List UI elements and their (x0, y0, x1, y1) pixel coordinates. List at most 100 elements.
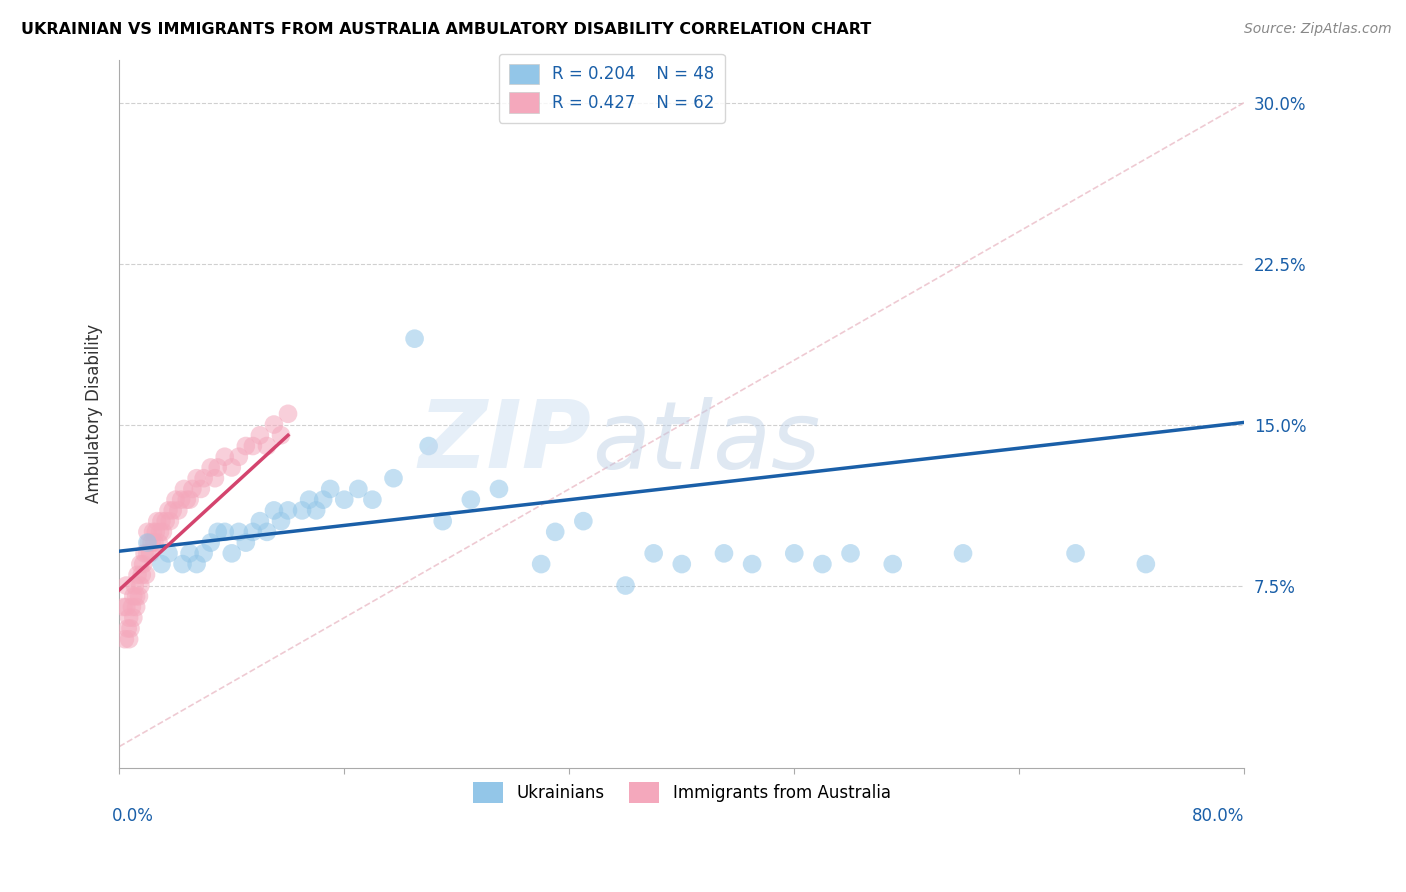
Point (839, 546, 862, 560)
Point (228, 450, 250, 464)
Point (143, 535, 166, 549)
Point (179, 546, 201, 560)
Point (291, 503, 314, 517)
Point (256, 439, 278, 453)
Point (115, 578, 138, 592)
Point (138, 535, 160, 549)
Point (214, 450, 236, 464)
Point (131, 567, 153, 582)
Point (117, 622, 139, 636)
Legend: Ukrainians, Immigrants from Australia: Ukrainians, Immigrants from Australia (467, 776, 897, 809)
Text: atlas: atlas (592, 397, 820, 488)
Point (256, 524, 278, 539)
Point (139, 546, 162, 560)
Point (207, 524, 229, 539)
Point (305, 503, 328, 517)
Point (159, 514, 181, 528)
Point (263, 503, 285, 517)
Point (172, 557, 194, 571)
Point (120, 622, 142, 636)
Point (193, 471, 215, 485)
Point (460, 492, 482, 507)
Point (270, 428, 292, 442)
Point (488, 482, 510, 496)
Point (200, 535, 222, 549)
Point (418, 439, 440, 453)
Text: Source: ZipAtlas.com: Source: ZipAtlas.com (1244, 22, 1392, 37)
Point (671, 557, 693, 571)
Point (186, 471, 208, 485)
Text: 80.0%: 80.0% (1192, 806, 1244, 825)
Point (176, 492, 198, 507)
Point (228, 524, 250, 539)
Point (221, 546, 243, 560)
Text: UKRAINIAN VS IMMIGRANTS FROM AUSTRALIA AMBULATORY DISABILITY CORRELATION CHART: UKRAINIAN VS IMMIGRANTS FROM AUSTRALIA A… (21, 22, 872, 37)
Point (125, 600, 148, 615)
Point (122, 611, 145, 625)
Point (146, 514, 169, 528)
Point (157, 503, 180, 517)
Point (614, 578, 637, 592)
Point (783, 546, 806, 560)
Point (135, 567, 157, 582)
Point (148, 535, 170, 549)
Point (952, 546, 974, 560)
Point (179, 492, 201, 507)
Point (155, 514, 177, 528)
Point (882, 557, 904, 571)
Point (221, 460, 243, 475)
Point (145, 524, 167, 539)
Point (170, 492, 193, 507)
Y-axis label: Ambulatory Disability: Ambulatory Disability (86, 325, 103, 503)
Point (242, 524, 264, 539)
Point (235, 535, 257, 549)
Point (150, 514, 173, 528)
Point (129, 578, 152, 592)
Point (186, 557, 208, 571)
Point (811, 557, 834, 571)
Point (157, 546, 180, 560)
Point (134, 546, 156, 560)
Point (167, 503, 190, 517)
Point (544, 524, 567, 539)
Point (298, 492, 321, 507)
Point (142, 524, 165, 539)
Point (124, 578, 146, 592)
Point (150, 557, 173, 571)
Point (112, 600, 135, 615)
Point (136, 546, 159, 560)
Point (115, 600, 138, 615)
Point (235, 439, 257, 453)
Point (1135, 557, 1157, 571)
Point (136, 535, 159, 549)
Point (122, 589, 145, 603)
Point (277, 503, 299, 517)
Point (382, 471, 405, 485)
Point (741, 557, 763, 571)
Point (165, 492, 187, 507)
Point (200, 460, 222, 475)
Text: ZIP: ZIP (419, 396, 592, 488)
Point (270, 514, 292, 528)
Point (127, 567, 149, 582)
Point (242, 439, 264, 453)
Point (136, 524, 159, 539)
Point (207, 460, 229, 475)
Point (249, 428, 271, 442)
Point (173, 482, 195, 496)
Point (432, 514, 454, 528)
Point (128, 589, 150, 603)
Point (118, 632, 141, 647)
Point (404, 332, 426, 346)
Point (121, 600, 143, 615)
Point (162, 503, 184, 517)
Point (214, 524, 236, 539)
Point (347, 482, 370, 496)
Point (643, 546, 665, 560)
Point (114, 632, 136, 647)
Point (125, 589, 148, 603)
Point (263, 417, 285, 432)
Point (249, 514, 271, 528)
Point (530, 557, 553, 571)
Point (152, 524, 174, 539)
